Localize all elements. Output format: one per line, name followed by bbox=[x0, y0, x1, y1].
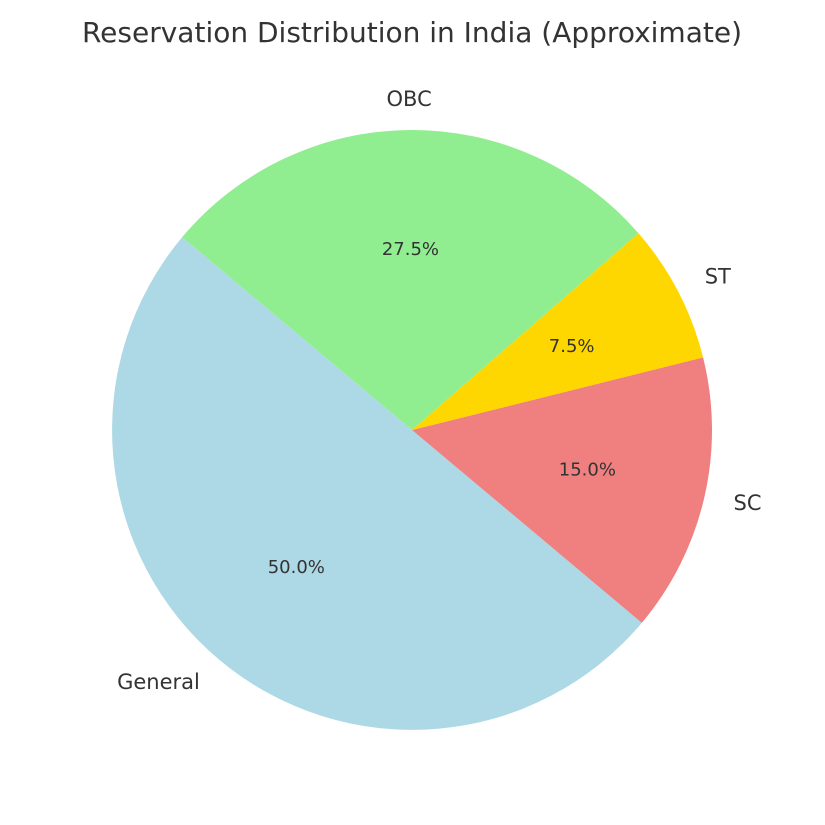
chart-title: Reservation Distribution in India (Appro… bbox=[82, 16, 742, 49]
slice-percent: 27.5% bbox=[382, 239, 439, 260]
slice-percent: 15.0% bbox=[559, 459, 616, 480]
slice-label: OBC bbox=[387, 87, 432, 111]
pie-slice bbox=[112, 237, 642, 730]
slice-percent: 7.5% bbox=[549, 336, 595, 357]
slice-label: ST bbox=[705, 265, 731, 289]
slice-label: SC bbox=[734, 491, 762, 515]
slice-percent: 50.0% bbox=[268, 557, 325, 578]
pie-slice bbox=[182, 129, 639, 430]
pie-slice bbox=[412, 233, 704, 430]
slice-label: General bbox=[117, 670, 200, 694]
pie-slice bbox=[412, 357, 712, 623]
